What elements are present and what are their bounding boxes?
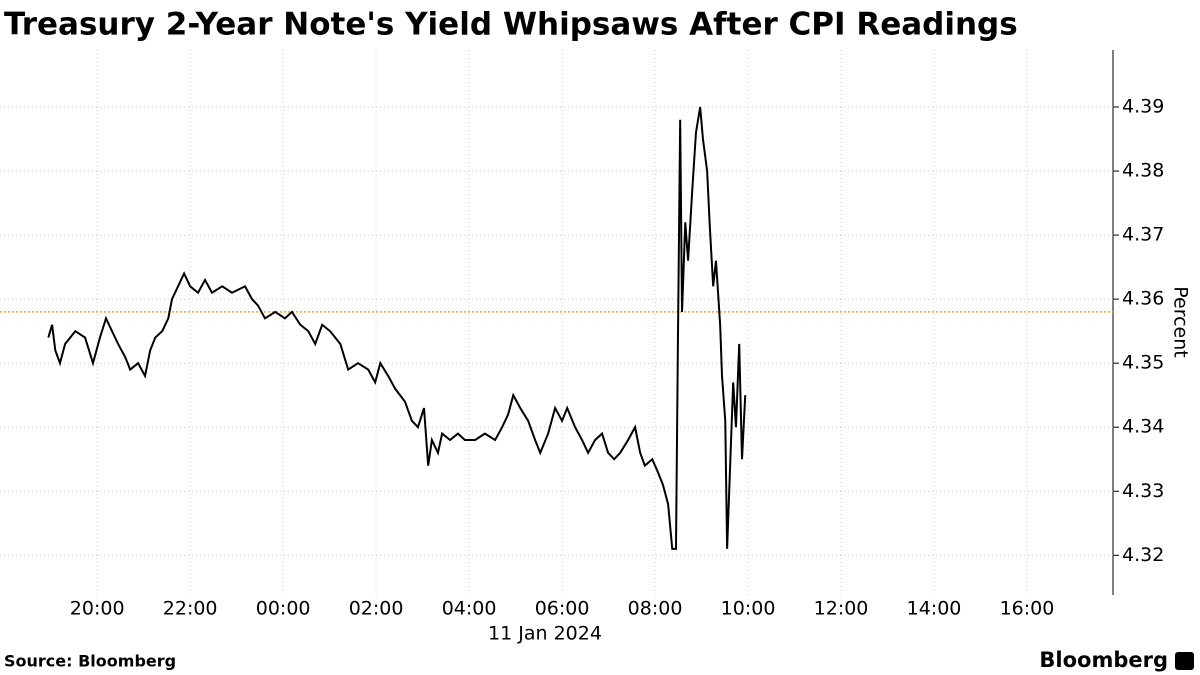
- x-tick-label: 06:00: [535, 598, 590, 620]
- y-tick-label: 4.37: [1122, 224, 1164, 246]
- y-tick-label: 4.35: [1122, 352, 1164, 374]
- x-tick-label: 10:00: [721, 598, 776, 620]
- x-axis-date: 11 Jan 2024: [488, 623, 602, 645]
- source: Source: Bloomberg: [4, 652, 176, 671]
- y-tick-label: 4.38: [1122, 160, 1164, 182]
- chart-title: Treasury 2-Year Note's Yield Whipsaws Af…: [4, 7, 1018, 43]
- brand-logo: Bloomberg: [1039, 648, 1168, 672]
- x-tick-label: 04:00: [442, 598, 497, 620]
- x-tick-label: 20:00: [70, 598, 125, 620]
- series-line: [47, 106, 747, 550]
- y-tick-label: 4.36: [1122, 288, 1164, 310]
- x-tick-label: 22:00: [163, 598, 218, 620]
- x-tick-label: 00:00: [256, 598, 311, 620]
- x-tick-label: 08:00: [628, 598, 683, 620]
- y-tick-label: 4.32: [1122, 544, 1164, 566]
- y-tick-label: 4.39: [1122, 95, 1164, 117]
- y-axis-label: Percent: [1170, 286, 1192, 358]
- y-tick-label: 4.34: [1122, 416, 1164, 438]
- brand-icon: [1175, 652, 1194, 670]
- x-tick-label: 02:00: [349, 598, 404, 620]
- x-tick-label: 12:00: [814, 598, 869, 620]
- y-tick-label: 4.33: [1122, 480, 1164, 502]
- x-tick-label: 16:00: [1000, 598, 1055, 620]
- x-tick-label: 14:00: [907, 598, 962, 620]
